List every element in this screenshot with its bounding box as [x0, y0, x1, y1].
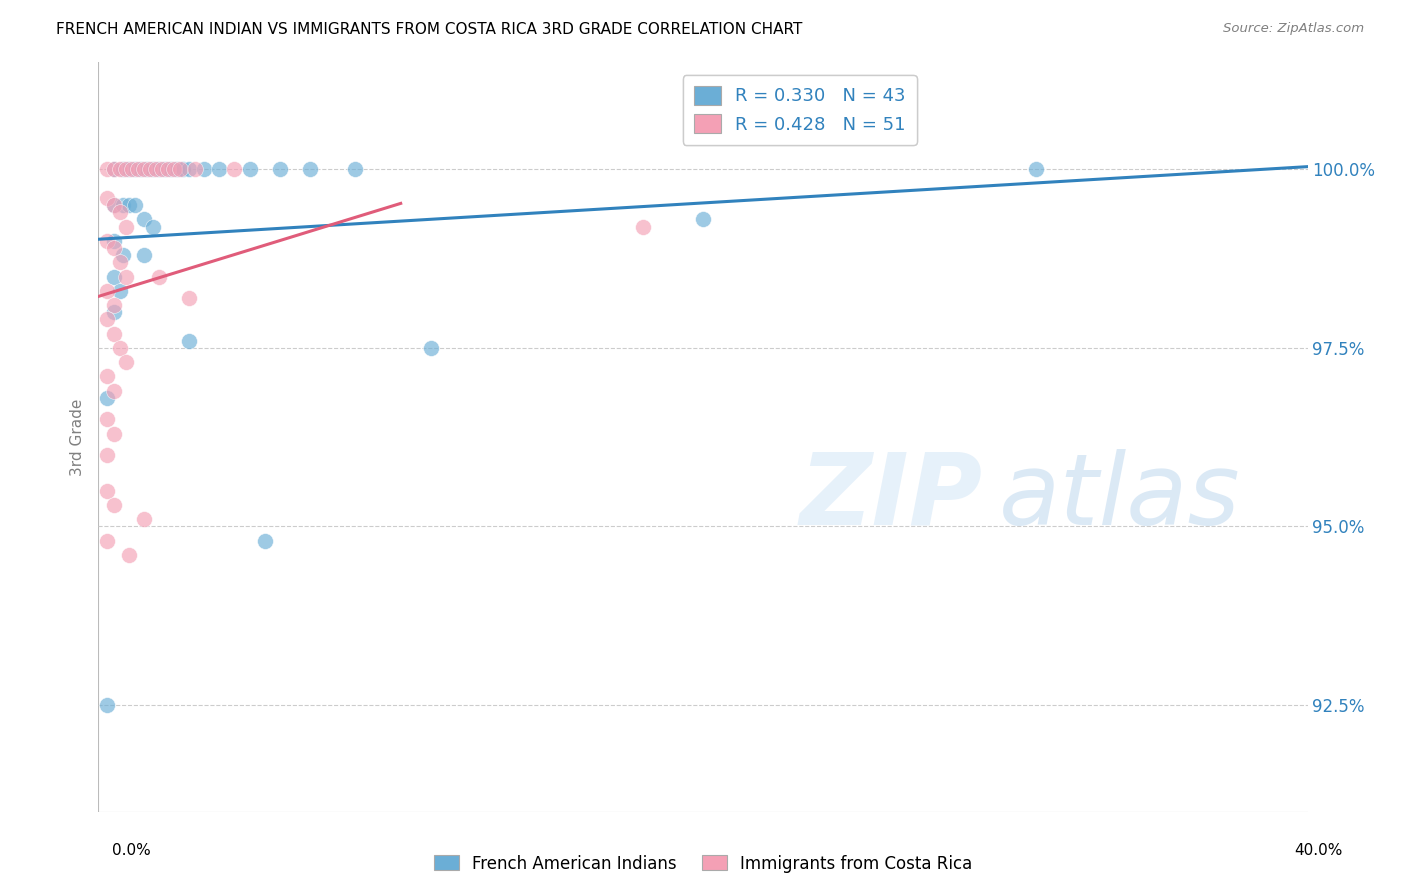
Point [108, 255, 131, 269]
Point [96, 483, 118, 498]
Point [132, 512, 155, 526]
Point [103, 162, 125, 177]
Point [127, 162, 149, 177]
Point [193, 162, 215, 177]
Point [124, 162, 146, 177]
Point [184, 162, 207, 177]
Text: atlas: atlas [1000, 449, 1241, 546]
Point [96, 391, 118, 405]
Point [96, 369, 118, 384]
Point [145, 162, 167, 177]
Legend: French American Indians, Immigrants from Costa Rica: French American Indians, Immigrants from… [427, 848, 979, 880]
Point [103, 162, 125, 177]
Point [96, 312, 118, 326]
Point [299, 162, 322, 177]
Point [103, 384, 125, 398]
Point [103, 241, 125, 255]
Point [96, 234, 118, 248]
Point [103, 426, 125, 441]
Point [108, 284, 131, 298]
Point [1024, 162, 1046, 177]
Text: 40.0%: 40.0% [1295, 843, 1343, 858]
Point [156, 162, 179, 177]
Point [103, 269, 125, 284]
Point [118, 548, 141, 562]
Text: 0.0%: 0.0% [112, 843, 152, 858]
Point [172, 162, 194, 177]
Point [103, 326, 125, 341]
Point [132, 162, 155, 177]
Point [169, 162, 191, 177]
Point [224, 162, 246, 177]
Point [103, 305, 125, 319]
Point [132, 212, 155, 227]
Point [139, 162, 162, 177]
Point [631, 219, 654, 234]
Point [163, 162, 186, 177]
Point [114, 355, 136, 369]
Text: FRENCH AMERICAN INDIAN VS IMMIGRANTS FROM COSTA RICA 3RD GRADE CORRELATION CHART: FRENCH AMERICAN INDIAN VS IMMIGRANTS FRO… [56, 22, 803, 37]
Point [179, 162, 201, 177]
Point [208, 162, 231, 177]
Point [96, 448, 118, 462]
Point [135, 162, 157, 177]
Point [420, 341, 443, 355]
Point [96, 162, 118, 177]
Legend: R = 0.330   N = 43, R = 0.428   N = 51: R = 0.330 N = 43, R = 0.428 N = 51 [683, 75, 917, 145]
Point [96, 698, 118, 712]
Point [179, 334, 201, 348]
Point [114, 162, 136, 177]
Point [148, 162, 170, 177]
Point [114, 269, 136, 284]
Point [103, 298, 125, 312]
Point [121, 162, 143, 177]
Point [160, 162, 183, 177]
Point [142, 219, 165, 234]
Point [111, 248, 134, 262]
Point [129, 162, 152, 177]
Point [148, 269, 170, 284]
Point [111, 198, 134, 212]
Point [239, 162, 262, 177]
Point [103, 198, 125, 212]
Point [269, 162, 291, 177]
Point [118, 162, 141, 177]
Point [166, 162, 188, 177]
Point [108, 162, 131, 177]
Point [344, 162, 367, 177]
Point [150, 162, 173, 177]
Point [124, 198, 146, 212]
Y-axis label: 3rd Grade: 3rd Grade [70, 399, 86, 475]
Point [96, 284, 118, 298]
Point [253, 533, 276, 548]
Point [692, 212, 714, 227]
Point [153, 162, 176, 177]
Point [111, 162, 134, 177]
Point [96, 533, 118, 548]
Point [96, 412, 118, 426]
Point [108, 205, 131, 219]
Point [103, 498, 125, 512]
Point [142, 162, 165, 177]
Point [179, 291, 201, 305]
Point [108, 341, 131, 355]
Point [114, 219, 136, 234]
Point [96, 191, 118, 205]
Point [132, 248, 155, 262]
Point [118, 198, 141, 212]
Text: Source: ZipAtlas.com: Source: ZipAtlas.com [1223, 22, 1364, 36]
Point [103, 234, 125, 248]
Point [103, 198, 125, 212]
Text: ZIP: ZIP [800, 449, 983, 546]
